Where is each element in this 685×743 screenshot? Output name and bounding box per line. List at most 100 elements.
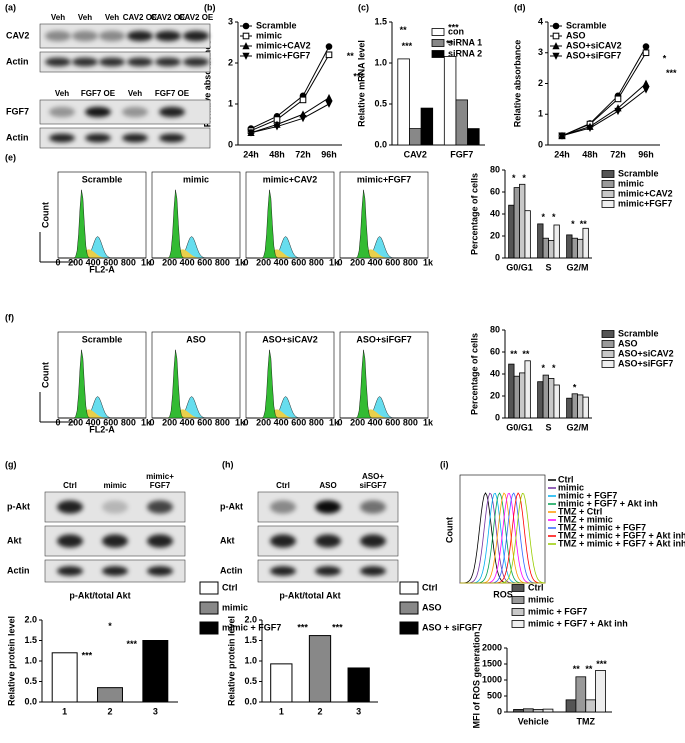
flow-x-tick: 400 <box>368 417 383 427</box>
flow-x-tick: 800 <box>403 417 418 427</box>
bar <box>577 394 584 419</box>
x-tick-label: 3 <box>153 706 158 716</box>
lane-label: FGF7 OE <box>154 89 190 98</box>
bar <box>553 384 560 419</box>
y-axis-label: Relative mRNA level <box>356 40 366 127</box>
y-tick-label: 0 <box>495 412 500 422</box>
flow-x-tick: 0 <box>243 417 248 427</box>
x-tick-label: TMZ <box>577 716 596 726</box>
point <box>247 129 255 137</box>
bar <box>542 237 549 259</box>
flow-y-label: Count <box>40 362 50 388</box>
point <box>325 93 333 102</box>
flow-x-tick: 1k <box>423 417 434 427</box>
blot-band <box>45 57 71 67</box>
flow-x-tick: 1k <box>329 417 340 427</box>
blot-band <box>57 566 83 576</box>
annotation: ** <box>446 39 454 49</box>
bar <box>548 239 555 259</box>
flow-title: mimic+CAV2 <box>263 174 318 184</box>
y-tick-label: 2.0 <box>24 614 37 624</box>
legend-label: Ctrl <box>422 582 438 592</box>
y-tick-label: 3 <box>228 16 233 26</box>
legend-label: ASO+siCAV2 <box>566 40 622 50</box>
x-tick-label: CAV2 <box>404 149 427 159</box>
blot-band <box>127 30 153 42</box>
y-tick-label: 60 <box>490 346 500 356</box>
flow-title: Scramble <box>82 174 123 184</box>
y-tick-label: 2.0 <box>244 614 257 624</box>
y-tick-label: 1500 <box>482 658 502 668</box>
x-tick-label: 48h <box>582 149 598 159</box>
legend-label: con <box>448 26 464 36</box>
legend-swatch <box>511 584 525 592</box>
y-tick-label: 1000 <box>482 674 502 684</box>
blot-band <box>102 566 128 576</box>
bar <box>582 227 589 259</box>
flow-x-tick: 200 <box>162 417 177 427</box>
annotation: * <box>552 212 556 222</box>
blot-band <box>147 534 173 548</box>
y-tick-label: 1.0 <box>374 57 387 67</box>
legend-marker <box>552 32 560 40</box>
bar <box>97 687 123 703</box>
panel-label: (b) <box>204 2 216 12</box>
legend-swatch <box>601 360 615 368</box>
legend-label: Ctrl <box>222 582 238 592</box>
y-tick-label: 20 <box>490 230 500 240</box>
point <box>614 107 622 116</box>
point <box>325 100 333 108</box>
bar <box>524 360 531 419</box>
blot-band <box>183 30 209 42</box>
blot-band <box>72 57 98 67</box>
bar <box>508 363 515 419</box>
flow-x-tick: 400 <box>86 417 101 427</box>
lane-label: mimic <box>103 481 127 490</box>
legend-label: mimic + FGF7 <box>558 490 617 500</box>
x-tick-label: 3 <box>356 706 361 716</box>
blot-band <box>57 534 83 548</box>
annotation: * <box>552 363 556 373</box>
y-axis-label: Relative protein level <box>6 616 16 706</box>
chart-title: p-Akt/total Akt <box>69 590 130 600</box>
flow-frame <box>151 331 241 419</box>
x-tick-label: 24h <box>243 149 259 159</box>
y-tick-label: 80 <box>490 164 500 174</box>
x-tick-label: Vehicle <box>518 716 549 726</box>
blot-band <box>360 566 386 576</box>
flow-peak <box>340 349 428 419</box>
bar <box>409 128 422 146</box>
legend-swatch <box>601 180 615 188</box>
x-tick-label: 1 <box>62 706 67 716</box>
flow-x-tick: 400 <box>180 417 195 427</box>
y-tick-label: 500 <box>487 690 502 700</box>
flow-x-tick: 200 <box>256 257 271 267</box>
flow-peak <box>152 189 240 259</box>
panel-label: (c) <box>358 2 369 12</box>
flow-frame <box>245 331 335 419</box>
x-tick-label: 48h <box>269 149 285 159</box>
annotation: *** <box>402 41 413 51</box>
flow-x-tick: 400 <box>274 417 289 427</box>
legend-swatch <box>399 581 419 595</box>
blot-band <box>122 106 148 118</box>
annotation: * <box>573 382 577 392</box>
y-axis-label: Relative absorbance <box>512 40 522 128</box>
ros-curve <box>460 492 546 584</box>
bar <box>542 708 554 713</box>
flow-title: ASO+siFGF7 <box>356 334 411 344</box>
flow-x-tick: 1k <box>423 257 434 267</box>
flow-x-tick: 600 <box>103 417 118 427</box>
flow-x-tick: 600 <box>385 417 400 427</box>
flow-x-tick: 200 <box>68 417 83 427</box>
y-tick-label: 1 <box>538 109 543 119</box>
legend-swatch <box>601 340 615 348</box>
line <box>561 83 647 137</box>
legend-label: ASO+siFGF7 <box>618 358 673 368</box>
lane-label: CAV2 OE <box>150 13 186 22</box>
flow-x-tick: 400 <box>180 257 195 267</box>
y-tick-label: 4 <box>538 16 543 26</box>
flow-y-label: Count <box>444 517 454 543</box>
